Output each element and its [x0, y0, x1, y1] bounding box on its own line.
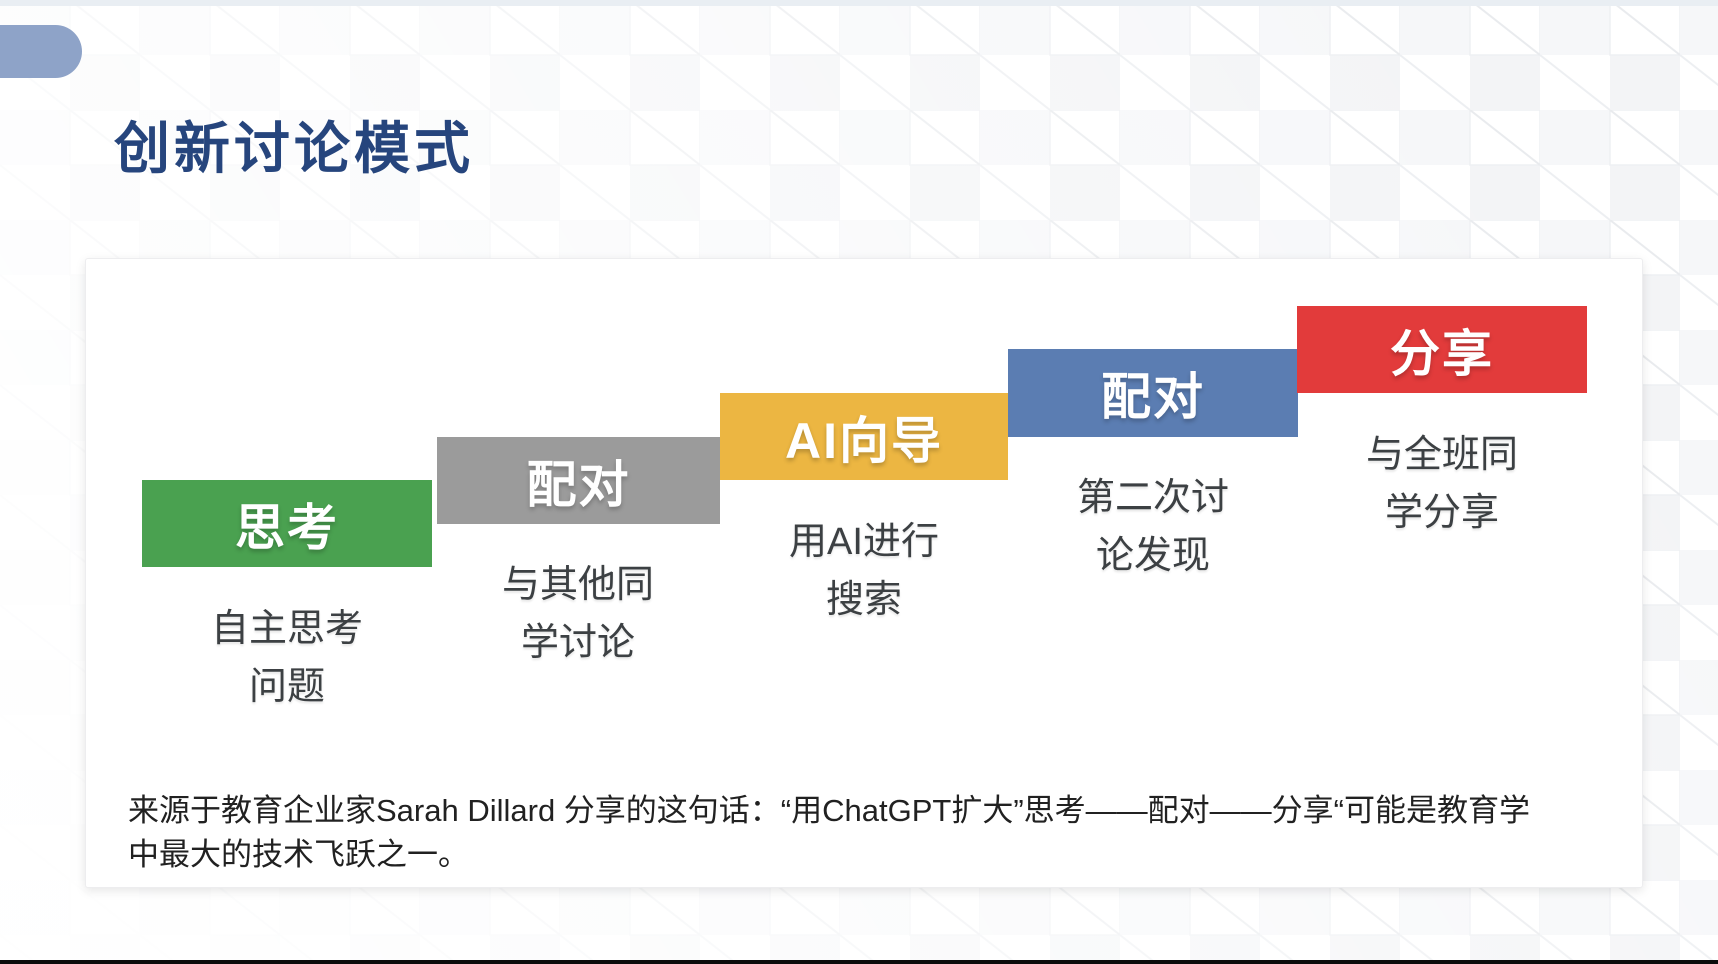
step-description-pair-2: 第二次讨 论发现 [1003, 469, 1303, 585]
top-edge-strip [0, 0, 1718, 6]
step-description-line: 学讨论 [520, 622, 635, 664]
step-description-pair-1: 与其他同 学讨论 [428, 556, 728, 672]
source-note-line: 中最大的技术飞跃之一。 [128, 837, 469, 872]
step-description-think: 自主思考 问题 [137, 600, 437, 716]
step-description-share: 与全班同 学分享 [1292, 426, 1592, 542]
page-title: 创新讨论模式 [114, 119, 474, 181]
step-description-ai-guide: 用AI进行 搜索 [714, 513, 1014, 629]
step-description-line: 学分享 [1384, 492, 1499, 534]
step-label: AI向导 [785, 412, 943, 469]
step-box-think: 思考 [142, 480, 432, 567]
step-description-line: 与全班同 [1365, 434, 1518, 476]
step-description-line: 第二次讨 [1076, 477, 1229, 519]
step-box-pair-1: 配对 [437, 437, 720, 524]
step-description-line: 论发现 [1095, 535, 1210, 577]
step-label: 思考 [235, 499, 339, 556]
step-description-line: 搜索 [825, 579, 902, 621]
step-description-line: 自主思考 [210, 608, 363, 650]
step-label: 配对 [1101, 369, 1205, 425]
title-accent-pill [0, 25, 82, 78]
step-description-line: 用AI进行 [789, 521, 939, 563]
step-label: 分享 [1390, 325, 1494, 382]
step-box-share: 分享 [1297, 306, 1587, 393]
step-description-line: 与其他同 [501, 564, 654, 606]
step-box-pair-2: 配对 [1008, 349, 1298, 437]
source-note: 来源于教育企业家Sarah Dillard 分享的这句话：“用ChatGPT扩大… [128, 789, 1558, 877]
bottom-edge-bar [0, 960, 1718, 964]
step-label: 配对 [526, 456, 631, 513]
step-box-ai-guide: AI向导 [720, 393, 1008, 480]
source-note-line: 来源于教育企业家Sarah Dillard 分享的这句话：“用ChatGPT扩大… [128, 793, 1530, 828]
step-description-line: 问题 [248, 666, 325, 708]
